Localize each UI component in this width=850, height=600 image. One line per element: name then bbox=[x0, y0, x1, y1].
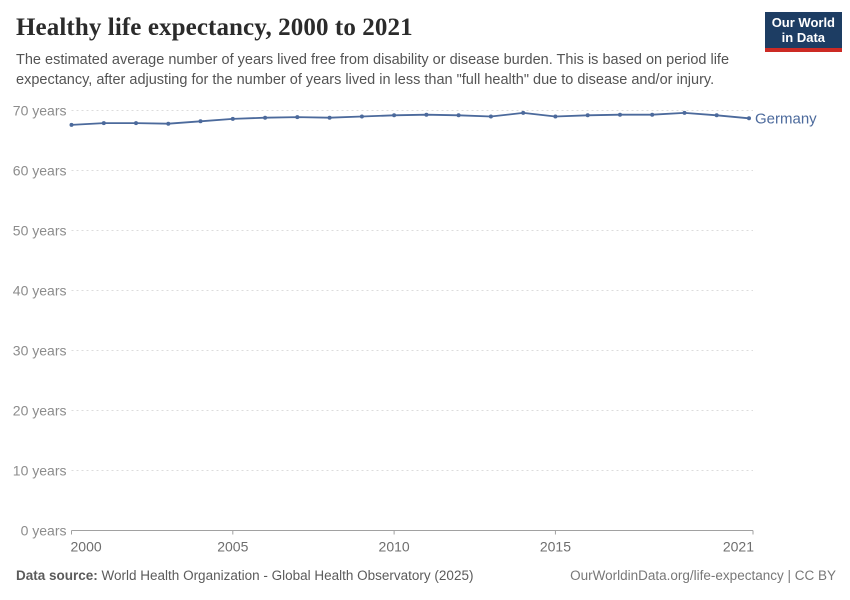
y-axis-label: 70 years bbox=[13, 103, 67, 119]
y-axis-label: 50 years bbox=[13, 223, 67, 239]
data-point[interactable] bbox=[488, 114, 493, 119]
data-source-text: World Health Organization - Global Healt… bbox=[97, 568, 474, 583]
owid-logo[interactable]: Our World in Data bbox=[764, 12, 842, 52]
data-source-label: Data source: bbox=[16, 568, 98, 583]
data-point[interactable] bbox=[359, 114, 364, 119]
data-point[interactable] bbox=[585, 113, 590, 118]
x-axis-label: 2021 bbox=[723, 539, 754, 555]
data-point[interactable] bbox=[747, 116, 751, 121]
data-point[interactable] bbox=[134, 121, 138, 126]
series-label-germany[interactable]: Germany bbox=[755, 110, 817, 127]
chart-footer: Data source: World Health Organization -… bbox=[16, 568, 836, 583]
data-point[interactable] bbox=[650, 112, 655, 117]
data-point[interactable] bbox=[392, 113, 397, 118]
chart-subtitle: The estimated average number of years li… bbox=[16, 52, 730, 88]
series-line-germany[interactable] bbox=[70, 112, 750, 126]
data-point[interactable] bbox=[618, 112, 622, 117]
y-axis-label: 10 years bbox=[13, 463, 67, 479]
x-axis-label: 2015 bbox=[540, 539, 571, 555]
y-axis-label: 20 years bbox=[13, 403, 67, 419]
data-point[interactable] bbox=[424, 112, 429, 117]
x-axis-label: 2010 bbox=[379, 539, 410, 555]
chart-header: Healthy life expectancy, 2000 to 2021 Th… bbox=[16, 14, 761, 105]
x-axis-label: 2000 bbox=[71, 539, 102, 555]
data-point[interactable] bbox=[456, 113, 461, 118]
data-point[interactable] bbox=[553, 114, 558, 119]
data-source: Data source: World Health Organization -… bbox=[16, 568, 473, 583]
data-point[interactable] bbox=[263, 115, 268, 120]
data-point[interactable] bbox=[521, 110, 526, 115]
data-point[interactable] bbox=[198, 119, 203, 124]
data-point[interactable] bbox=[295, 115, 300, 120]
owid-logo-line1: Our World bbox=[771, 15, 835, 30]
data-point[interactable] bbox=[714, 113, 719, 118]
y-axis-label: 0 years bbox=[21, 523, 67, 539]
data-point[interactable] bbox=[101, 121, 106, 126]
data-point[interactable] bbox=[230, 116, 235, 121]
page-title: Healthy life expectancy, 2000 to 2021 bbox=[16, 14, 413, 41]
owid-logo-line2: in Data bbox=[781, 29, 826, 45]
data-point[interactable] bbox=[327, 115, 332, 120]
data-point[interactable] bbox=[166, 121, 171, 126]
y-axis-label: 60 years bbox=[13, 163, 67, 179]
y-axis-label: 40 years bbox=[13, 283, 67, 299]
footer-link[interactable]: OurWorldinData.org/life-expectancy | CC … bbox=[570, 568, 836, 583]
x-axis-label: 2005 bbox=[217, 539, 248, 555]
y-axis-label: 30 years bbox=[13, 343, 67, 359]
data-point[interactable] bbox=[69, 122, 74, 127]
data-point[interactable] bbox=[682, 110, 687, 115]
